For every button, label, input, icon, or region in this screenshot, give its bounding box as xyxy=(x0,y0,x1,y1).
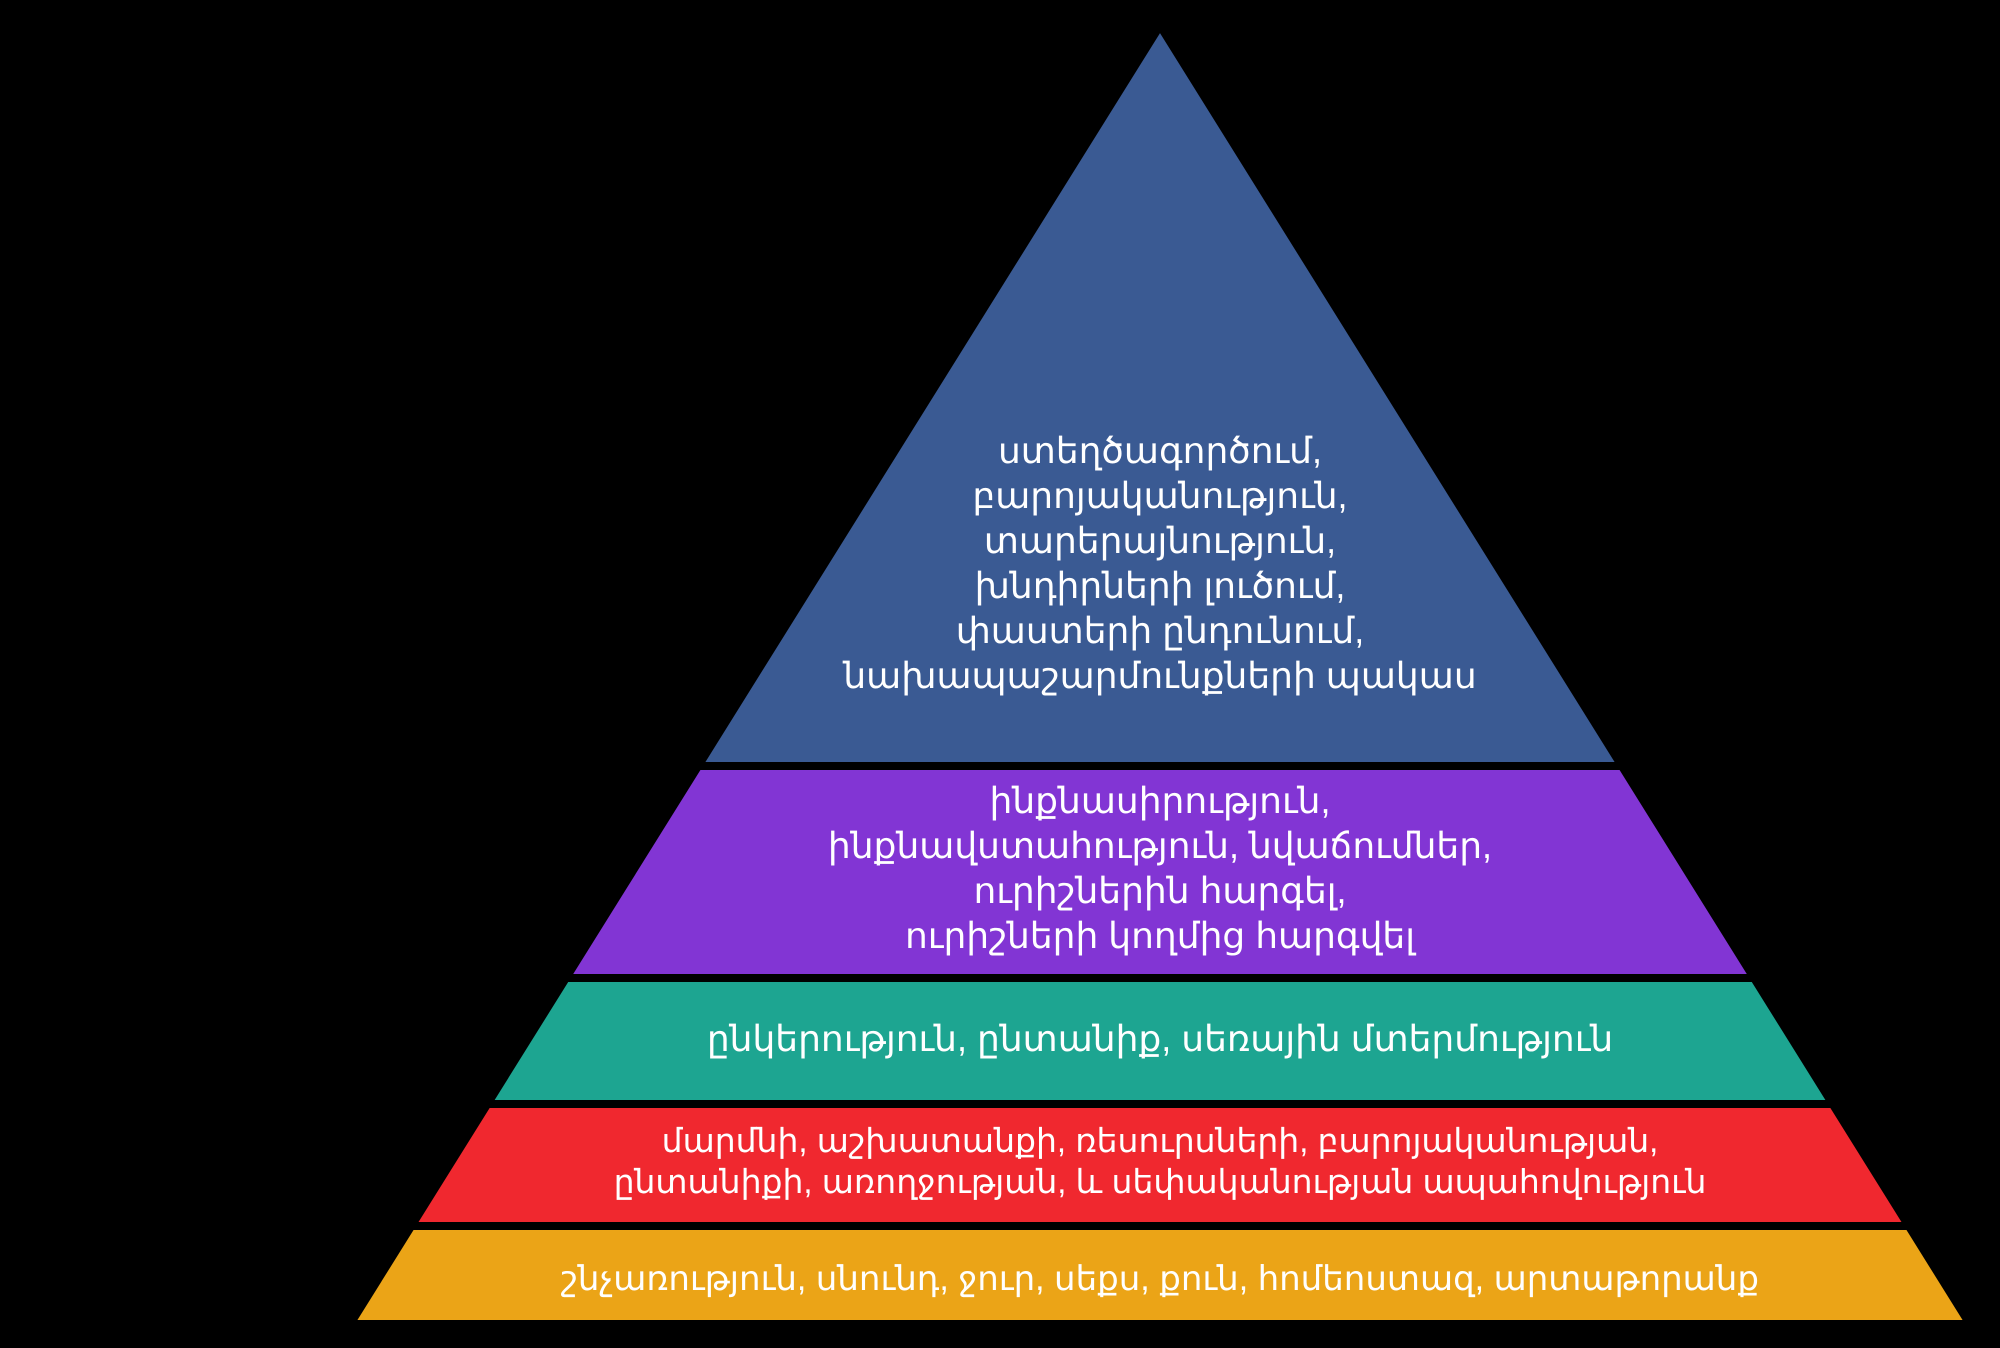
left-label-line: Esteem xyxy=(420,848,556,896)
pyramid-diagram: { "diagram": { "type": "pyramid", "backg… xyxy=(0,0,2000,1348)
lbl-safety: Safety xyxy=(287,1141,400,1189)
pyramid-layer-love-belonging xyxy=(483,978,1838,1104)
lbl-physiological: Physiological xyxy=(91,1253,324,1301)
pyramid-layer-self-actualization xyxy=(693,18,1626,766)
pyramid-layer-safety xyxy=(407,1104,1914,1226)
left-label-line: Safety xyxy=(287,1141,400,1189)
left-label-line: Love/belonging xyxy=(207,1017,478,1065)
pyramid-layer-physiological xyxy=(343,1226,1977,1328)
left-label-line: Self-actualization xyxy=(385,368,690,416)
lbl-self-actualization: Self-actualization xyxy=(385,368,690,416)
lbl-love: Love/belonging xyxy=(207,1017,478,1065)
pyramid-layer-esteem xyxy=(561,766,1758,978)
lbl-esteem: Esteem xyxy=(420,848,556,896)
left-label-line: Physiological xyxy=(91,1253,324,1301)
